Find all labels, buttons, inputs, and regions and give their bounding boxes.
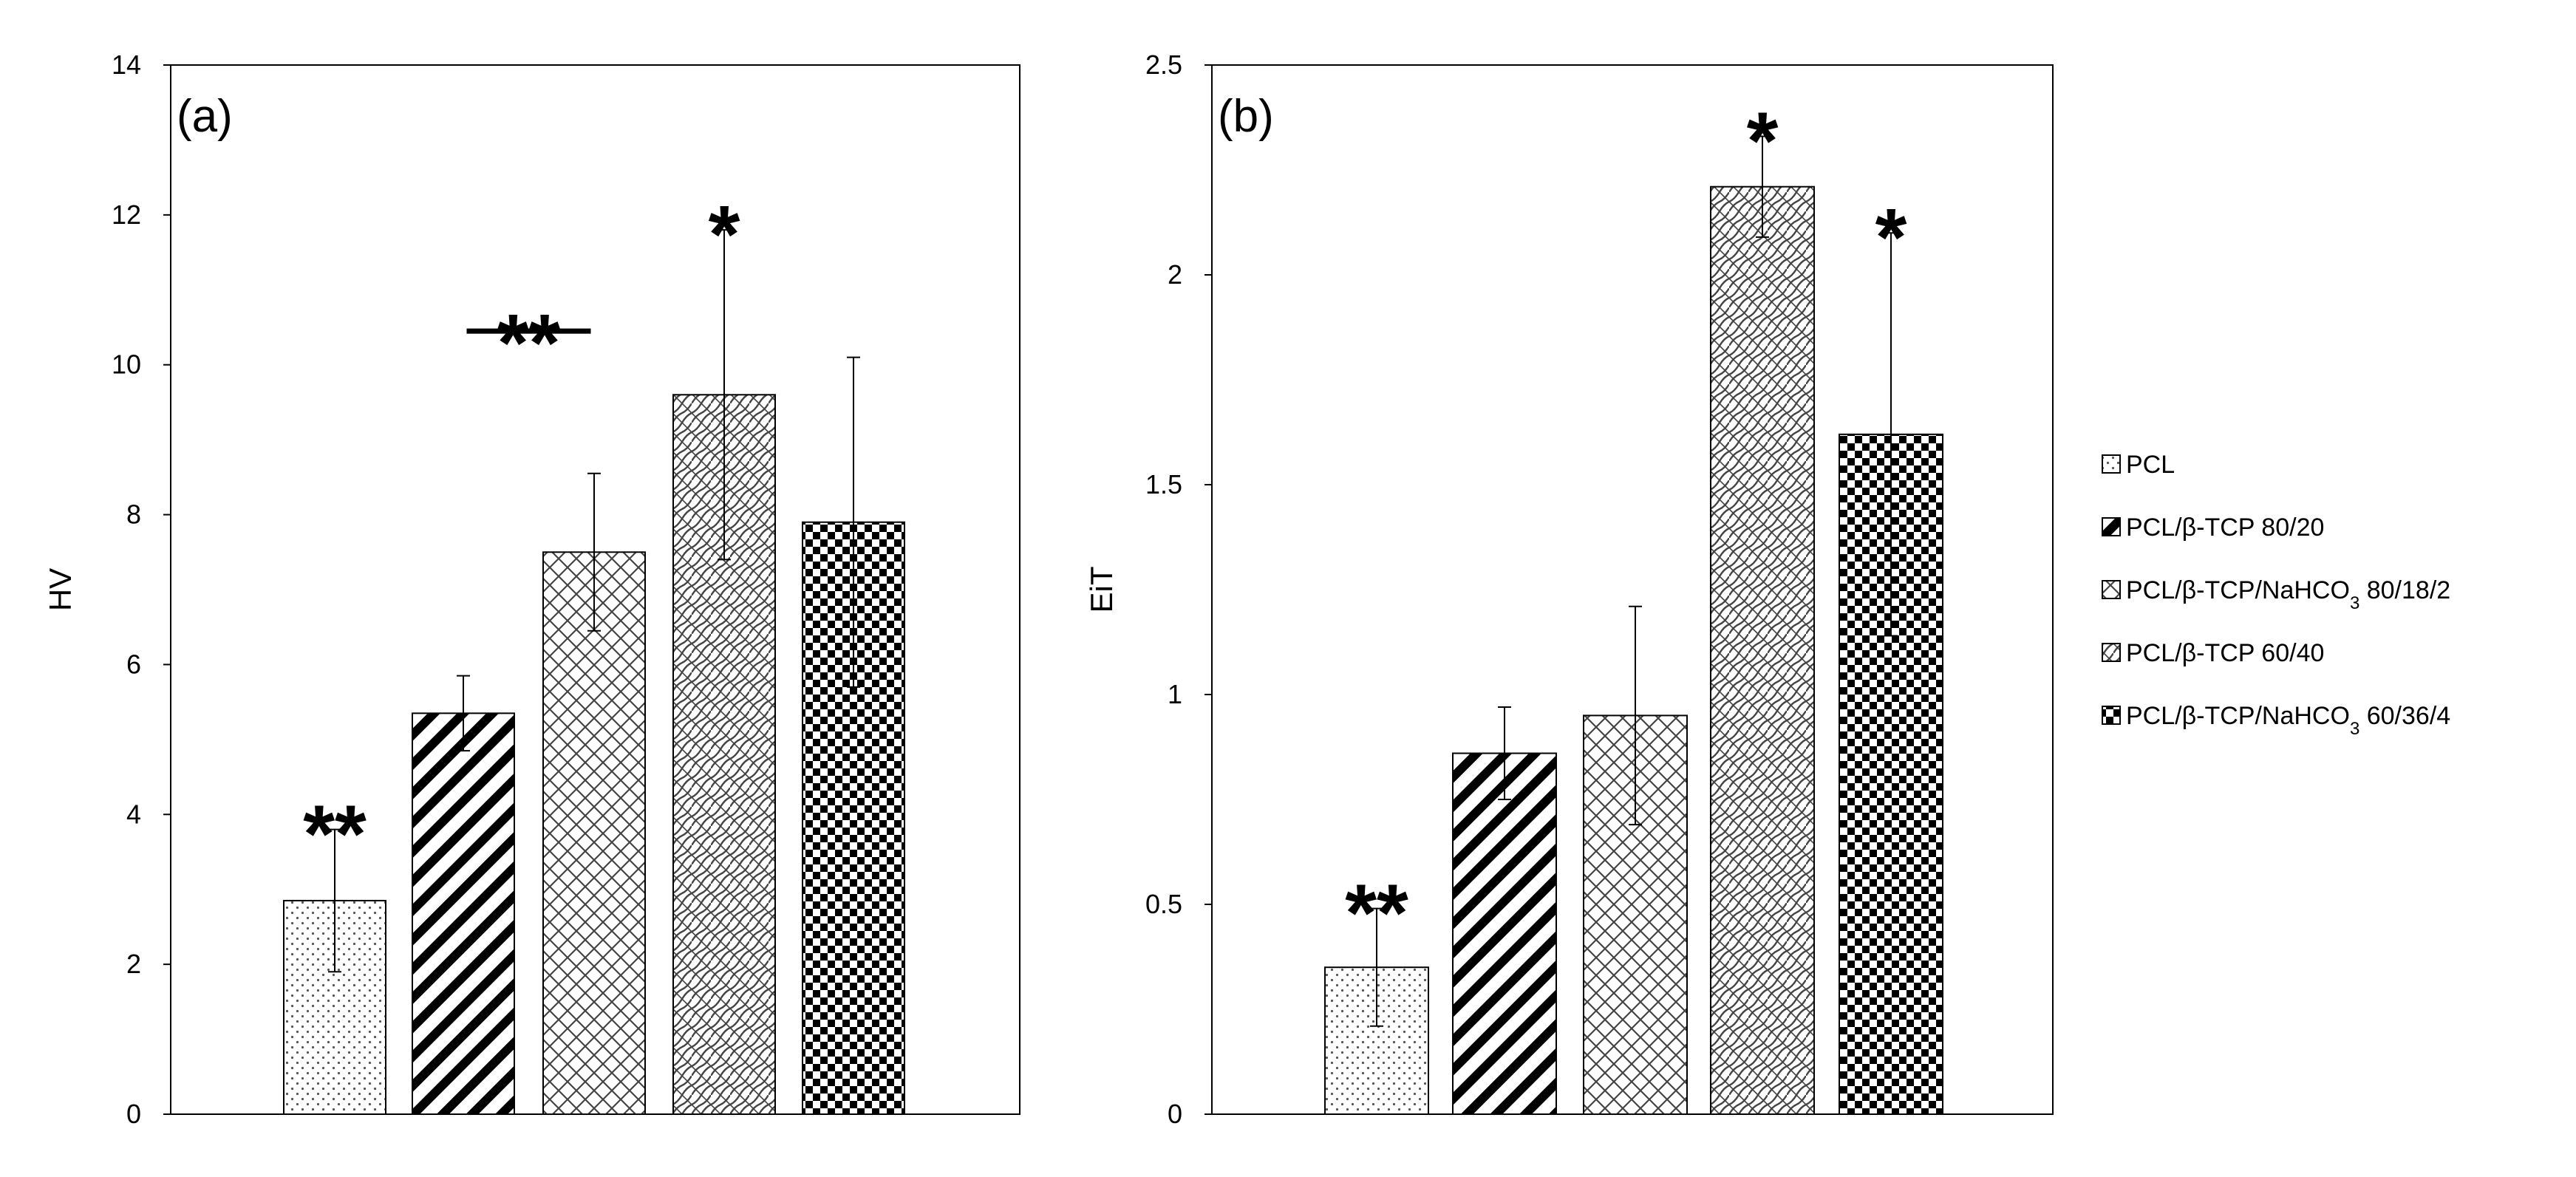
bar [1710, 185, 1815, 1116]
legend-item: PCL [2102, 451, 2175, 479]
y-tick-label: 2 [126, 949, 141, 979]
y-tick-label: 1.5 [1145, 469, 1182, 499]
y-tick-label: 10 [112, 349, 141, 380]
legend-swatch [2102, 580, 2121, 599]
y-tick-label: 6 [126, 649, 141, 679]
y-tick-label: 8 [126, 499, 141, 530]
bar [542, 551, 646, 1115]
significance-marker: ** [497, 298, 561, 389]
legend-swatch [2102, 517, 2121, 536]
legend-label: PCL/β-TCP/NaHCO3 60/36/4 [2126, 702, 2450, 739]
significance-marker: * [709, 189, 740, 280]
legend-item: PCL/β-TCP 60/40 [2102, 639, 2324, 667]
legend: PCL PCL/β-TCP 80/20 PCL/β-TCP/NaHCO3 80/18… [2102, 451, 2450, 739]
legend-label: PCL/β-TCP 80/20 [2126, 514, 2324, 542]
y-tick-label: 0 [1168, 1099, 1182, 1129]
y-tick-label: 0.5 [1145, 889, 1182, 919]
legend-label: PCL [2126, 451, 2175, 479]
significance-marker: ** [303, 789, 367, 880]
significance-marker: * [1875, 192, 1907, 283]
y-axis-title: HV [43, 568, 78, 611]
legend-item: PCL/β-TCP/NaHCO3 60/36/4 [2102, 702, 2450, 739]
legend-item: PCL/β-TCP 80/20 [2102, 514, 2324, 542]
y-tick-label: 1 [1168, 679, 1182, 709]
legend-swatch [2102, 706, 2121, 725]
legend-label: PCL/β-TCP/NaHCO3 80/18/2 [2126, 576, 2450, 613]
bar [283, 899, 386, 1116]
panel-label: (a) [177, 91, 233, 142]
legend-item: PCL/β-TCP/NaHCO3 80/18/2 [2102, 576, 2450, 613]
legend-swatch [2102, 454, 2121, 474]
significance-marker: * [1747, 96, 1779, 187]
y-axis-title: EiT [1084, 567, 1119, 613]
bar [1452, 752, 1557, 1116]
panel-label: (b) [1218, 91, 1274, 142]
y-tick-label: 14 [112, 50, 141, 80]
y-tick-label: 12 [112, 199, 141, 230]
legend-swatch [2102, 643, 2121, 662]
y-tick-label: 4 [126, 799, 141, 829]
y-tick-label: 0 [126, 1099, 141, 1129]
significance-marker: ** [1345, 868, 1408, 959]
legend-label: PCL/β-TCP 60/40 [2126, 639, 2324, 667]
bar [412, 712, 515, 1115]
y-tick-label: 2.5 [1145, 50, 1182, 80]
y-tick-label: 2 [1168, 259, 1182, 290]
